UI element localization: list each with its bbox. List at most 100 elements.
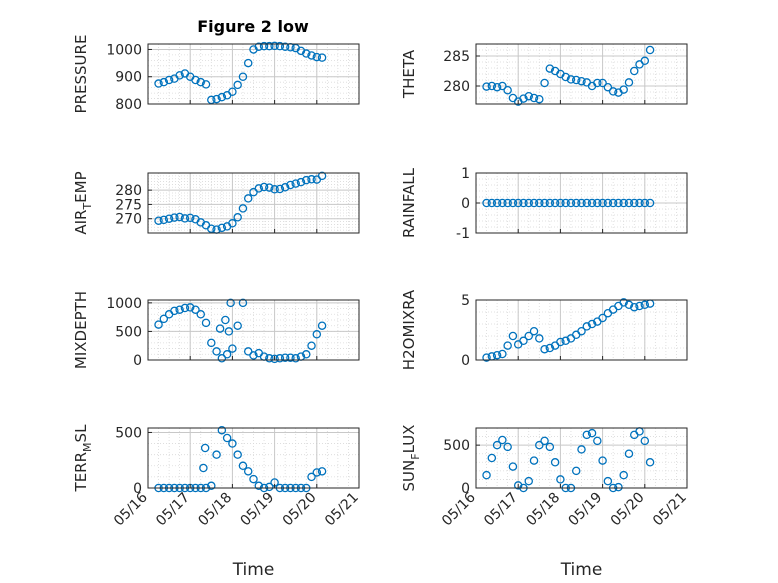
data-point [312,330,322,339]
data-point [645,458,655,467]
y-tick-label: 800 [115,97,142,113]
y-tick-label: 270 [115,212,142,228]
data-point [482,353,491,362]
data-point [254,42,264,51]
data-point [159,77,169,87]
data-point [280,353,290,362]
data-point [275,184,285,194]
data-point [529,456,539,465]
data-point [265,354,274,363]
data-point [180,214,190,223]
data-point [170,306,179,316]
data-point [519,198,528,208]
y-tick-label: 500 [115,324,142,340]
axes-box [475,43,688,105]
data-point [582,198,592,208]
data-point [545,198,555,208]
data-point [286,180,295,190]
data-point [180,303,190,313]
data-point [624,78,634,87]
y-tick-label: 0 [461,353,470,369]
y-tick-label: 5 [461,293,470,309]
data-point [498,81,507,91]
data-point [540,198,549,208]
data-point [207,481,216,491]
data-point [598,198,607,208]
data-point [200,443,210,453]
data-point [619,298,628,307]
data-point [571,75,581,85]
y-axis-label: PRESSURE [72,35,90,114]
data-point [561,336,570,346]
data-point [535,334,544,343]
data-point [265,482,274,492]
data-point [529,198,539,208]
panel-6: 0 5 H2OMIXRA [400,289,688,370]
data-point [598,313,607,323]
data-point [624,198,634,208]
data-point [207,224,216,233]
data-point [503,442,512,452]
data-point [487,81,497,91]
data-point [492,350,502,360]
data-point [630,302,639,312]
data-point [482,198,491,208]
data-point [640,300,650,310]
data-point [185,303,195,312]
data-point [540,78,549,88]
data-point [540,344,549,354]
data-point [217,223,227,233]
data-point [524,331,534,341]
y-axis-label: SUNFLUX [400,425,422,492]
data-point [492,440,502,450]
data-point [556,337,565,347]
data-point [312,468,322,477]
y-tick-label: 500 [115,425,142,441]
data-point [159,215,169,225]
data-point [249,474,258,484]
data-point [226,298,235,308]
panel-1: 800 900 1000 PRESSURE [72,35,360,114]
data-point [498,198,507,208]
data-point [503,85,512,95]
data-point [619,470,628,480]
data-point [513,198,523,208]
y-tick-label: 280 [443,79,470,95]
data-point [608,198,618,208]
y-axis-label: RAINFALL [400,167,418,238]
data-point [630,66,639,76]
data-point [587,198,597,208]
data-point [296,177,306,187]
y-tick-label: -1 [456,226,470,242]
data-point [614,198,623,208]
data-point [482,470,491,480]
y-axis-label: TERRMSL [72,424,94,493]
data-point [571,198,581,208]
data-point [529,326,539,336]
data-point [503,341,512,350]
data-point [582,322,592,331]
data-point [217,425,227,435]
data-point [556,475,565,484]
data-point [233,450,242,459]
data-point [201,80,211,89]
data-point [212,94,221,104]
data-point [577,198,586,208]
data-point [228,219,237,228]
panel-5: 0 500 1000 MIXDEPTH [72,291,360,369]
data-point [224,327,234,336]
data-point [535,440,544,450]
data-point [270,185,279,194]
data-point [603,476,613,486]
data-point [535,94,544,104]
data-point [222,350,232,359]
data-point [312,52,322,62]
data-point [196,77,205,87]
data-point [513,481,523,490]
data-point [233,80,242,90]
axes-box [475,427,688,489]
data-point [519,94,528,103]
data-point [498,349,507,359]
